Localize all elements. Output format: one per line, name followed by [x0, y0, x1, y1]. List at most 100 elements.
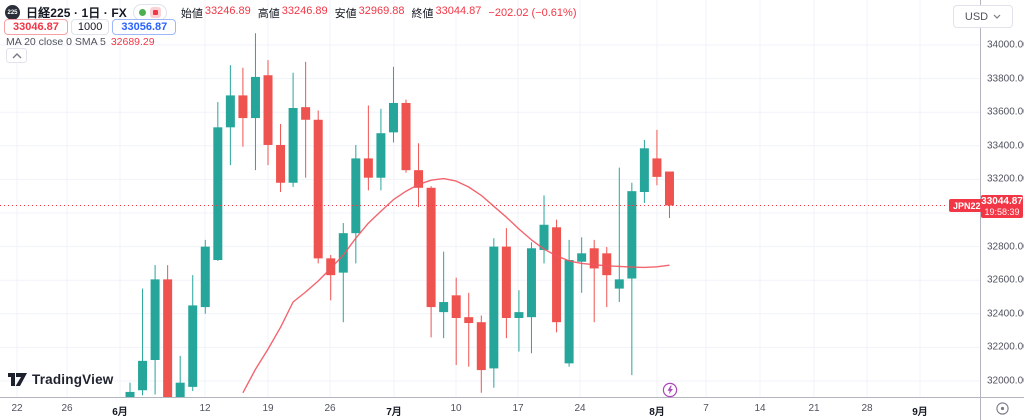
price-tick-33200.00: 33200.00	[987, 173, 1024, 185]
candle-7/26	[602, 246, 612, 308]
price-tick-32800.00: 32800.00	[987, 241, 1024, 253]
time-axis[interactable]: 22 26 6月 12 19 26 7月 10 17 24 8月 7 14 21 28 9月	[0, 397, 1024, 420]
high-label: 高値	[257, 7, 280, 20]
economic-event-marker[interactable]	[662, 382, 678, 398]
indicator-legend[interactable]: MA 20 close 0 SMA 5 32689.29	[6, 36, 155, 48]
currency-selector[interactable]: USD	[953, 5, 1013, 28]
time-tick-21: 21	[808, 403, 820, 414]
tradingview-logo-text: TradingView	[32, 372, 114, 387]
candle-7/14	[501, 228, 511, 339]
close-label: 終値	[411, 7, 434, 20]
collapse-legend-button[interactable]	[6, 48, 27, 63]
symbol-logo: 225	[5, 5, 20, 20]
realtime-status-icon	[138, 9, 146, 16]
currency-value: USD	[964, 10, 989, 23]
close-value: 33044.87	[435, 4, 482, 17]
time-tick-19: 19	[262, 403, 274, 414]
change-value: −202.02 (−0.61%)	[488, 6, 577, 19]
time-tick-7: 7	[703, 403, 709, 414]
candle-8/2	[664, 171, 674, 219]
candle-6/16	[250, 33, 260, 171]
time-tick-17: 17	[512, 403, 524, 414]
candle-6/8	[175, 355, 185, 397]
candle-7/20	[552, 219, 562, 333]
candle-7/27	[614, 167, 624, 303]
time-tick-26: 26	[324, 403, 336, 414]
ohlc-readout: 始値 33246.89 高値 33246.89 安値 32969.88 終値 33044…	[181, 5, 577, 21]
candle-6/19	[263, 60, 273, 166]
candle-6/21	[288, 72, 298, 187]
candle-7/25	[589, 239, 599, 323]
market-status-pill[interactable]	[132, 4, 167, 21]
symbol-header: 225 日経225 · 1日 · FX 始値 33246.89 高値 33246.8…	[5, 4, 577, 21]
plot-area	[0, 33, 948, 397]
candle-6/13	[213, 102, 223, 261]
time-tick-9月: 9月	[912, 407, 928, 418]
price-tick-33800.00: 33800.00	[987, 73, 1024, 85]
candle-6/26	[326, 255, 336, 301]
candle-6/7	[163, 265, 173, 397]
candle-6/28	[351, 144, 361, 264]
candle-6/27	[338, 223, 348, 323]
candle-6/15	[238, 67, 248, 147]
bar-countdown: 19:58:39	[984, 207, 1020, 217]
candle-6/20	[276, 123, 286, 192]
buy-button[interactable]: 33056.87	[112, 19, 177, 35]
quantity-field[interactable]: 1000	[70, 19, 110, 35]
time-tick-8月: 8月	[649, 407, 665, 418]
candle-6/30	[376, 108, 386, 191]
ma20-line	[242, 177, 670, 394]
candle-7/6	[426, 186, 436, 338]
candle-6/6	[150, 265, 160, 395]
time-tick-14: 14	[754, 403, 766, 414]
time-tick-12: 12	[199, 403, 211, 414]
open-value: 33246.89	[204, 4, 251, 17]
time-tick-24: 24	[574, 403, 586, 414]
candle-7/31	[639, 139, 649, 203]
lightning-bolt-icon	[662, 382, 678, 398]
candle-7/17	[514, 290, 524, 352]
price-tick-32200.00: 32200.00	[987, 341, 1024, 353]
trade-widget: 33046.87 1000 33056.87	[4, 19, 177, 35]
chevron-up-icon	[12, 52, 21, 58]
current-price-value: 33044.87	[981, 196, 1023, 207]
candle-6/2	[125, 382, 135, 397]
time-tick-22: 22	[11, 403, 23, 414]
sell-button[interactable]: 33046.87	[4, 19, 68, 35]
candle-7/13	[489, 238, 499, 388]
axis-corner-separator	[980, 398, 981, 420]
time-tick-28: 28	[861, 403, 873, 414]
candle-8/1	[652, 129, 662, 186]
tradingview-logo[interactable]: TradingView	[8, 372, 113, 387]
candle-7/24	[577, 237, 587, 293]
symbol-title[interactable]: 日経225 · 1日 · FX	[26, 6, 127, 20]
candle-7/10	[451, 277, 461, 366]
candle-7/18	[526, 242, 536, 354]
price-tick-32000.00: 32000.00	[987, 375, 1024, 387]
candle-7/19	[539, 195, 549, 264]
time-tick-7月: 7月	[386, 407, 402, 418]
indicator-value: 32689.29	[110, 36, 155, 48]
symbol-price-tag: JPN225	[949, 199, 990, 212]
candle-6/23	[313, 110, 323, 264]
delayed-data-flag-icon	[149, 7, 161, 18]
price-tick-32600.00: 32600.00	[987, 274, 1024, 286]
high-value: 33246.89	[281, 4, 328, 17]
price-tick-33400.00: 33400.00	[987, 140, 1024, 152]
candle-7/12	[476, 315, 486, 393]
candle-7/28	[627, 182, 637, 376]
candle-7/5	[414, 143, 424, 208]
candle-6/5	[138, 288, 148, 396]
price-tick-34000.00: 34000.00	[987, 39, 1024, 51]
time-tick-26: 26	[61, 403, 73, 414]
low-label: 安値	[334, 7, 357, 20]
indicator-name: MA 20 close 0 SMA 5	[6, 36, 106, 48]
candle-6/14	[225, 65, 235, 166]
candle-7/3	[388, 66, 398, 143]
jump-to-latest-button[interactable]	[994, 400, 1011, 417]
candle-6/12	[200, 239, 210, 314]
open-label: 始値	[180, 7, 203, 20]
chevron-down-icon	[993, 14, 1001, 19]
